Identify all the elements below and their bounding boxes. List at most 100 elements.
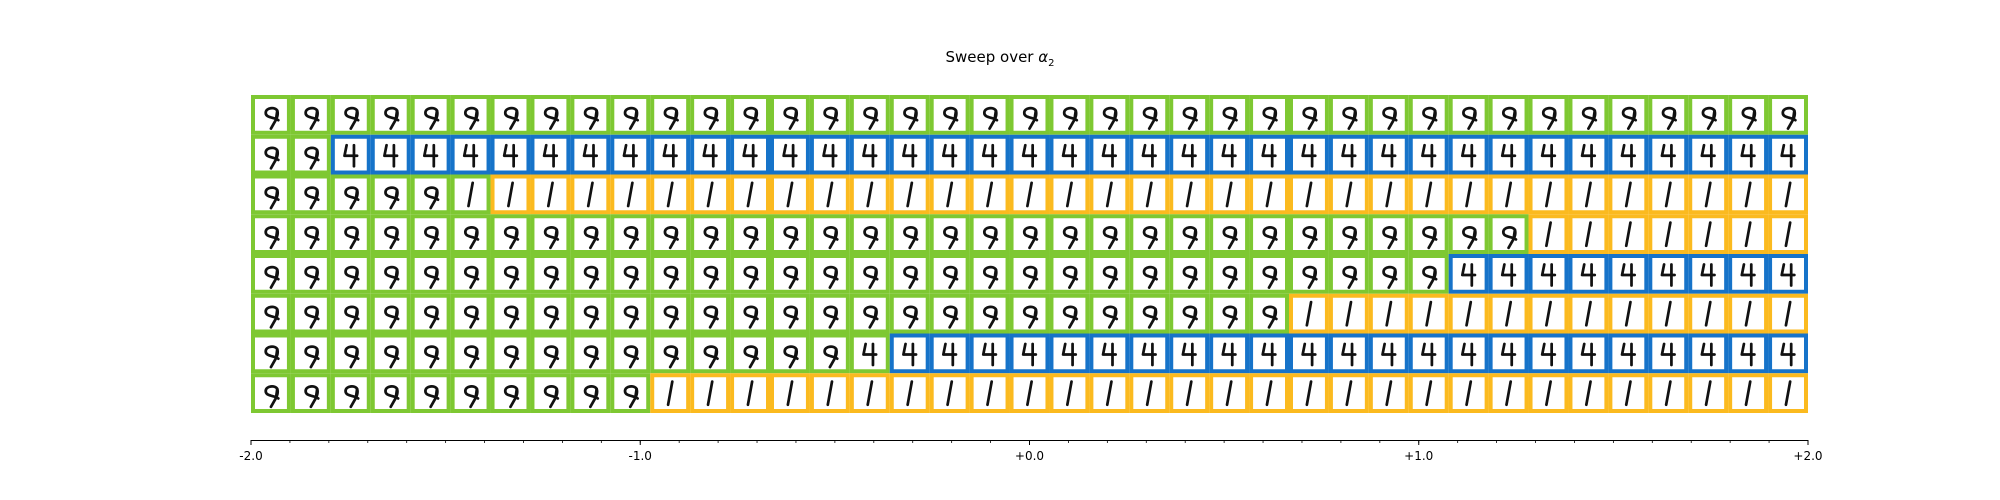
thumb-r4-c15-green — [809, 214, 850, 254]
thumb-r5-c24-green — [1169, 254, 1210, 294]
thumb-r8-c23-yellow — [1129, 373, 1170, 413]
thumb-r6-c27-yellow — [1289, 293, 1329, 334]
thumb-r7-c10-green — [610, 333, 651, 374]
thumb-r5-c5-green — [410, 254, 451, 294]
thumb-r4-c38-yellow — [1728, 214, 1769, 254]
thumb-r8-c14-yellow — [770, 373, 810, 413]
thumb-r8-c3-green — [330, 373, 371, 413]
thumb-r8-c11-yellow — [650, 373, 691, 413]
thumb-r6-c29-yellow — [1368, 293, 1409, 334]
thumb-r6-c4-green — [370, 293, 411, 334]
thumb-r6-c7-green — [490, 293, 531, 334]
thumb-r6-c23-green — [1129, 293, 1170, 334]
thumb-r4-c7-green — [490, 214, 531, 254]
thumb-r2-c6-blue — [450, 134, 491, 175]
thumb-r6-c31-yellow — [1448, 293, 1489, 334]
thumb-r4-c35-yellow — [1608, 214, 1649, 254]
thumb-r7-c24-blue — [1169, 333, 1210, 374]
thumb-r4-c16-green — [849, 214, 890, 254]
thumb-r6-c1-green — [251, 293, 291, 334]
thumb-r8-c36-yellow — [1648, 373, 1689, 413]
thumb-r2-c26-blue — [1249, 134, 1289, 175]
thumb-r2-c31-blue — [1448, 134, 1489, 175]
thumb-r3-c35-yellow — [1608, 174, 1649, 215]
thumb-r4-c1-green — [251, 214, 291, 254]
thumb-r7-c4-green — [370, 333, 411, 374]
thumb-r7-c2-green — [290, 333, 331, 374]
thumb-r5-c28-green — [1328, 254, 1369, 294]
thumb-r6-c22-green — [1089, 293, 1130, 334]
thumb-r5-c17-green — [889, 254, 930, 294]
thumb-r3-c21-yellow — [1049, 174, 1090, 215]
thumb-r5-c11-green — [650, 254, 691, 294]
thumb-r2-c39-blue — [1768, 134, 1808, 175]
thumb-r1-c5-green — [410, 95, 451, 135]
thumb-r5-c13-green — [730, 254, 771, 294]
thumb-r5-c1-green — [251, 254, 291, 294]
thumb-r4-c4-green — [370, 214, 411, 254]
thumb-r8-c16-yellow — [849, 373, 890, 413]
thumb-r6-c15-green — [809, 293, 850, 334]
thumb-r5-c31-blue — [1448, 254, 1489, 294]
thumb-r6-c3-green — [330, 293, 371, 334]
thumb-r1-c38-green — [1728, 95, 1769, 135]
thumb-r7-c16-green — [849, 333, 890, 374]
thumb-r7-c35-blue — [1608, 333, 1649, 374]
thumb-r4-c30-green — [1408, 214, 1449, 254]
thumb-r3-c34-yellow — [1568, 174, 1609, 215]
thumb-r6-c37-yellow — [1688, 293, 1729, 334]
thumb-r4-c34-yellow — [1568, 214, 1609, 254]
thumb-r6-c5-green — [410, 293, 451, 334]
thumb-r1-c36-green — [1648, 95, 1689, 135]
thumb-r3-c24-yellow — [1169, 174, 1210, 215]
thumb-r8-c30-yellow — [1408, 373, 1449, 413]
thumb-r7-c15-green — [809, 333, 850, 374]
thumb-r2-c25-blue — [1209, 134, 1250, 175]
thumb-r2-c28-blue — [1328, 134, 1369, 175]
thumb-r7-c39-blue — [1768, 333, 1808, 374]
thumb-r8-c34-yellow — [1568, 373, 1609, 413]
thumb-r1-c2-green — [290, 95, 331, 135]
thumb-r2-c33-blue — [1528, 134, 1569, 175]
thumb-r1-c39-green — [1768, 95, 1808, 135]
thumb-r8-c38-yellow — [1728, 373, 1769, 413]
thumb-r4-c27-green — [1289, 214, 1329, 254]
thumb-r3-c4-green — [370, 174, 411, 215]
thumb-r7-c14-green — [770, 333, 810, 374]
thumb-r4-c2-green — [290, 214, 331, 254]
thumb-r4-c31-green — [1448, 214, 1489, 254]
thumb-r7-c8-green — [530, 333, 571, 374]
thumb-r4-c23-green — [1129, 214, 1170, 254]
thumb-r4-c18-green — [929, 214, 970, 254]
thumb-r1-c19-green — [969, 95, 1010, 135]
thumb-r5-c34-blue — [1568, 254, 1609, 294]
thumb-r4-c5-green — [410, 214, 451, 254]
thumb-r7-c21-blue — [1049, 333, 1090, 374]
thumb-r8-c18-yellow — [929, 373, 970, 413]
thumb-r5-c9-green — [570, 254, 611, 294]
thumb-r8-c1-green — [251, 373, 291, 413]
thumb-r7-c18-blue — [929, 333, 970, 374]
thumb-r3-c15-yellow — [809, 174, 850, 215]
thumb-r2-c15-blue — [809, 134, 850, 175]
thumb-r5-c35-blue — [1608, 254, 1649, 294]
thumb-r7-c34-blue — [1568, 333, 1609, 374]
thumb-r2-c20-blue — [1009, 134, 1050, 175]
thumb-r4-c32-green — [1488, 214, 1529, 254]
thumb-r1-c35-green — [1608, 95, 1649, 135]
thumb-r2-c12-blue — [690, 134, 731, 175]
thumb-r5-c14-green — [770, 254, 810, 294]
thumb-r8-c9-green — [570, 373, 611, 413]
x-axis: -2.0 -1.0 +0.0 +1.0 +2.0 — [239, 440, 1823, 463]
thumb-r7-c30-blue — [1408, 333, 1449, 374]
thumb-r6-c33-yellow — [1528, 293, 1569, 334]
thumb-r8-c2-green — [290, 373, 331, 413]
thumb-r2-c29-blue — [1368, 134, 1409, 175]
thumb-r5-c26-green — [1249, 254, 1289, 294]
thumb-r7-c9-green — [570, 333, 611, 374]
thumb-r1-c13-green — [730, 95, 771, 135]
thumb-r3-c7-yellow — [490, 174, 531, 215]
thumb-r3-c3-green — [330, 174, 371, 215]
thumb-r5-c7-green — [490, 254, 531, 294]
thumb-r4-c37-yellow — [1688, 214, 1729, 254]
